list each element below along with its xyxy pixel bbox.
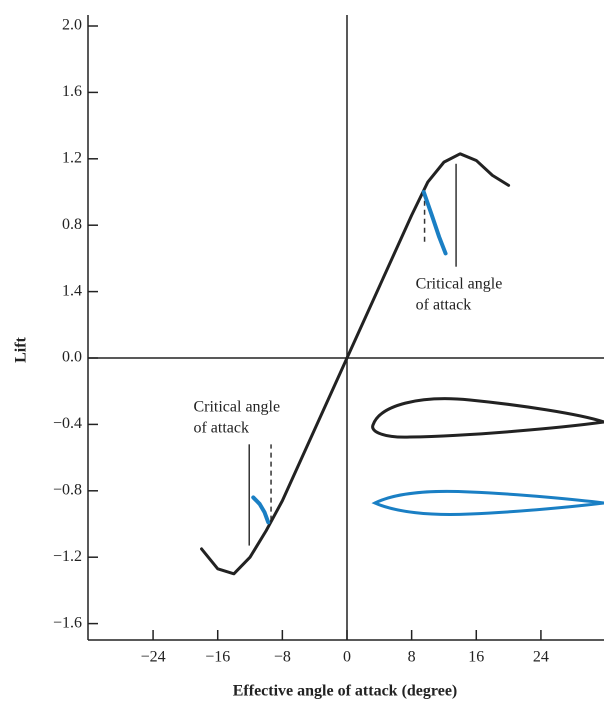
x-tick-label: −8 (274, 649, 291, 666)
line (424, 192, 446, 253)
x-tick-label: 0 (343, 649, 351, 666)
annotation: of attack (416, 297, 472, 314)
x-axis-label: Effective angle of attack (degree) (233, 683, 458, 700)
y-tick-label: −1.6 (53, 614, 82, 631)
y-tick-label: 1.6 (62, 83, 82, 100)
annotation: Critical angle (416, 276, 503, 293)
y-axis-label: Lift (13, 336, 30, 362)
y-tick-label: 1.4 (62, 282, 82, 299)
airfoil (373, 399, 604, 437)
y-tick-label: −0.8 (53, 481, 82, 498)
annotation: of attack (193, 419, 249, 436)
annotation: Critical angle (193, 398, 280, 415)
x-tick-label: 8 (408, 649, 416, 666)
y-tick-label: 0.8 (62, 216, 82, 233)
airfoil (375, 491, 604, 514)
line (253, 497, 268, 522)
y-tick-label: −1.2 (53, 548, 82, 565)
x-tick-label: −24 (141, 649, 166, 666)
y-tick-label: −0.4 (53, 415, 82, 432)
line (202, 154, 509, 574)
x-tick-label: 24 (533, 649, 549, 666)
x-tick-label: 16 (468, 649, 484, 666)
y-tick-label: 1.2 (62, 149, 82, 166)
x-tick-label: −16 (205, 649, 230, 666)
y-tick-label: 0.0 (62, 349, 82, 366)
chart: Lift Effective angle of attack (degree) … (0, 0, 604, 704)
y-tick-label: 2.0 (62, 17, 82, 34)
